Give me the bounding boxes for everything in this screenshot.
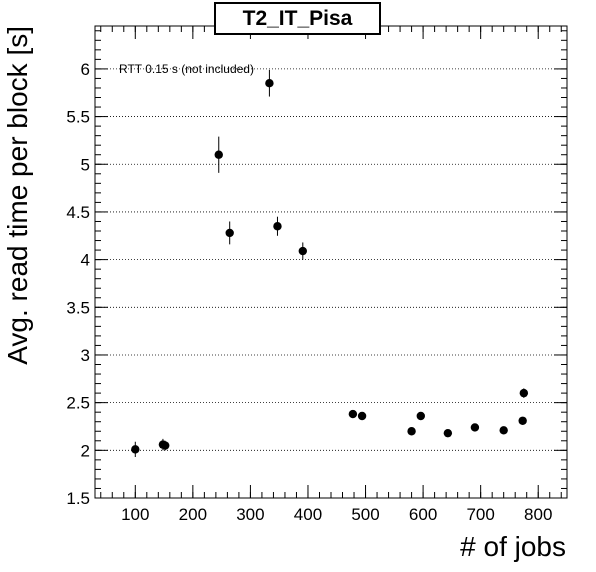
y-tick-label: 4 xyxy=(81,251,90,270)
y-tick-label: 2.5 xyxy=(66,394,90,413)
data-point xyxy=(131,445,140,454)
y-tick-label: 1.5 xyxy=(66,489,90,508)
data-point xyxy=(470,423,480,432)
data-point xyxy=(357,411,367,421)
data-point xyxy=(225,228,234,238)
data-points xyxy=(131,69,529,457)
x-tick-label: 300 xyxy=(236,505,264,524)
annotation-text: RTT 0.15 s (not included) xyxy=(119,62,254,76)
grid-lines xyxy=(95,68,567,451)
y-tick-label: 3 xyxy=(81,346,90,365)
x-tick-label: 100 xyxy=(121,505,149,524)
axis-ticks xyxy=(95,26,567,499)
data-point xyxy=(416,411,425,421)
x-tick-label: 600 xyxy=(409,505,437,524)
x-tick-label: 800 xyxy=(524,505,552,524)
y-tick-label: 4.5 xyxy=(66,203,90,222)
plot-frame xyxy=(94,25,568,499)
x-tick-label: 400 xyxy=(294,505,322,524)
data-point xyxy=(443,428,453,438)
chart-title: T2_IT_Pisa xyxy=(214,2,381,35)
x-tick-label: 200 xyxy=(179,505,207,524)
data-point xyxy=(265,79,274,88)
data-point xyxy=(348,409,358,419)
data-point xyxy=(499,426,508,435)
y-tick-label: 6 xyxy=(81,60,90,79)
data-point xyxy=(298,246,307,256)
data-point xyxy=(407,427,416,436)
data-point xyxy=(161,441,170,450)
x-tick-label: 500 xyxy=(351,505,379,524)
data-point xyxy=(214,150,223,159)
y-tick-labels: 1.5 2 2.5 3 3.5 4 4.5 5 5.5 6 xyxy=(66,60,90,508)
y-tick-label: 3.5 xyxy=(66,298,90,317)
y-tick-label: 5.5 xyxy=(66,108,90,127)
y-tick-label: 5 xyxy=(81,155,90,174)
data-point xyxy=(519,388,529,398)
x-tick-labels: 100 200 300 400 500 600 700 800 xyxy=(121,505,552,524)
data-point xyxy=(273,222,282,231)
y-tick-label: 2 xyxy=(81,441,90,460)
x-tick-label: 700 xyxy=(466,505,494,524)
y-axis-label: Avg. read time per block [s] xyxy=(2,26,33,365)
data-point xyxy=(518,416,527,425)
x-axis-label: # of jobs xyxy=(460,531,566,562)
